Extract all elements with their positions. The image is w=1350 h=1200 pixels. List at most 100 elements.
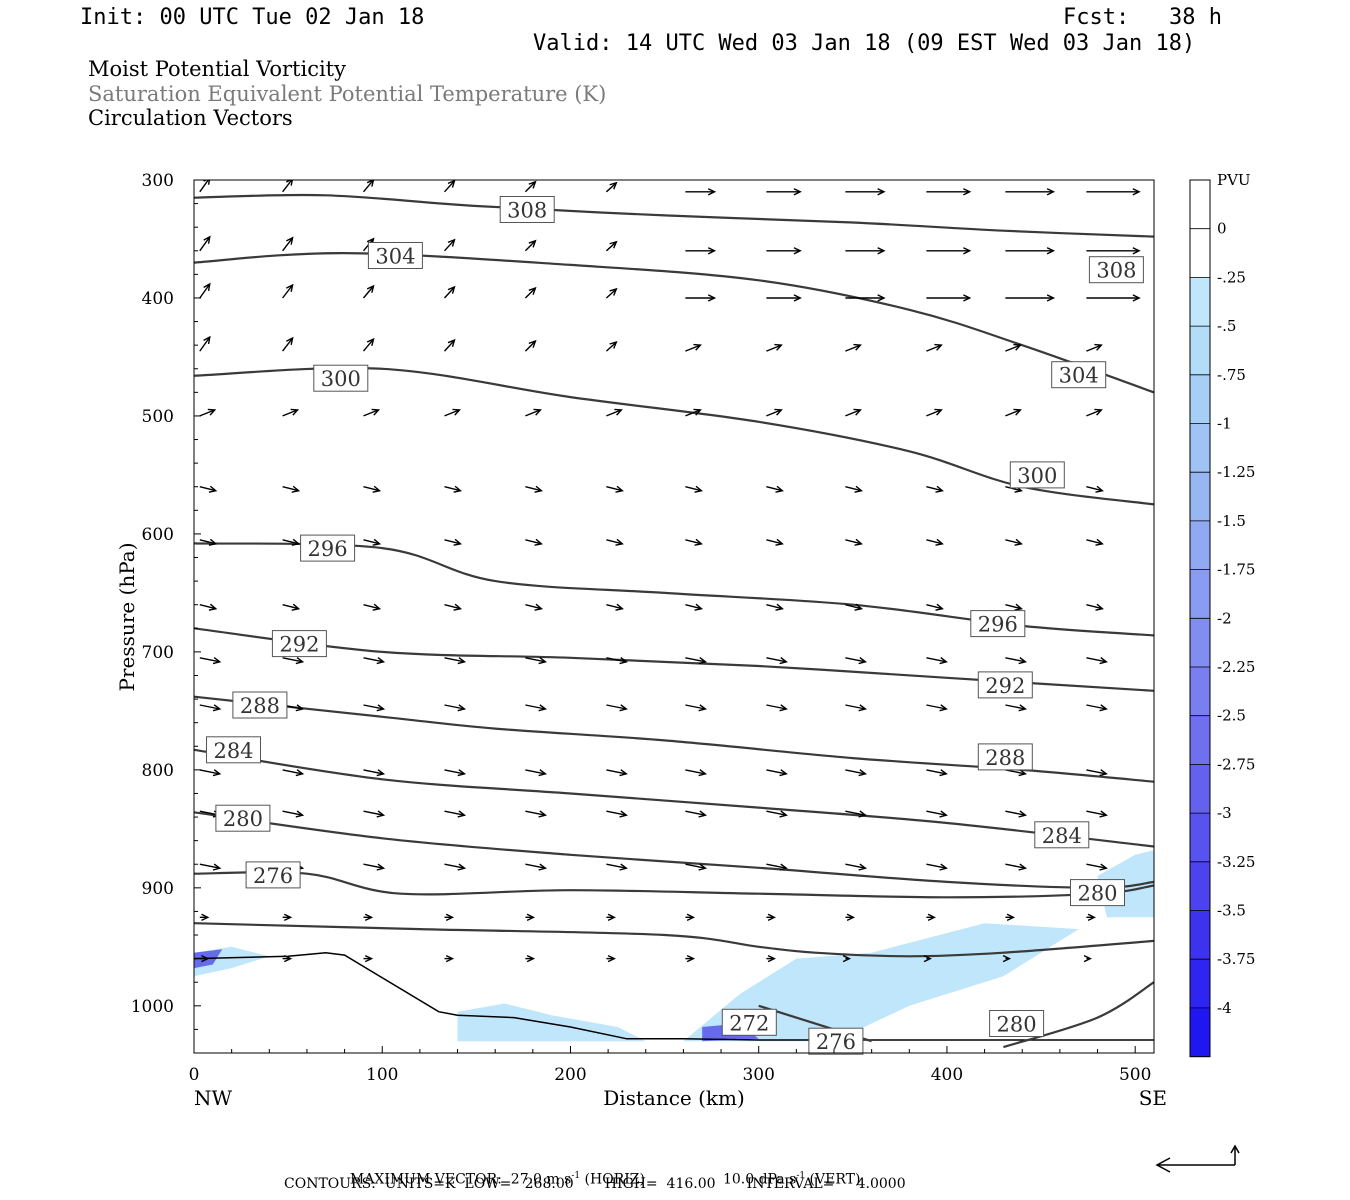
colorbar-swatch <box>1190 326 1210 376</box>
vector-arrowhead <box>694 485 703 493</box>
vector-arrow <box>606 704 627 710</box>
contour-label-box <box>977 671 1033 699</box>
contour-label-box <box>977 743 1033 771</box>
vector-arrowhead <box>1099 863 1108 871</box>
vector-arrowhead <box>1099 769 1108 777</box>
vector-arrowhead <box>286 336 294 346</box>
vector-arrow <box>363 604 380 610</box>
vector-arrow <box>363 704 384 710</box>
vector-arrow <box>1005 863 1026 869</box>
vector-arrow <box>1086 539 1103 545</box>
colorbar-units: PVU <box>1217 171 1251 189</box>
vector-arrow <box>766 769 787 775</box>
vector-arrow <box>606 486 623 492</box>
contour-label-box <box>1070 879 1125 907</box>
contour-label: 308 <box>1096 259 1136 283</box>
vector-arrowhead <box>212 769 222 777</box>
vector-arrow <box>605 288 617 299</box>
vector-arrow <box>766 863 787 869</box>
vector-arrowhead <box>1132 247 1141 255</box>
x-end-label-right: SE <box>1139 1086 1167 1110</box>
vector-arrow <box>362 285 375 299</box>
vector-arrowhead <box>858 810 867 818</box>
contour-label: 288 <box>985 746 1025 770</box>
vector-arrowhead <box>877 294 886 302</box>
vector-arrowhead <box>291 538 301 546</box>
colorbar-label: -2.25 <box>1217 658 1255 676</box>
contour-label-box <box>1009 461 1065 489</box>
mpv-region <box>683 923 1079 1042</box>
vector-arrow <box>525 810 546 816</box>
vector-arrow <box>1005 704 1026 710</box>
reference-vector-icon <box>1155 1144 1240 1173</box>
vector-arrow <box>199 863 220 869</box>
vector-arrowhead <box>207 408 217 416</box>
vector-arrowhead <box>858 863 867 871</box>
x-tick-label: 100 <box>366 1065 398 1085</box>
colorbar-swatch <box>1190 618 1210 668</box>
contour-labels: 308 308 304 304 300 300 296 296 292 292 288 288 284 2… <box>206 196 1144 1055</box>
vector-arrowhead <box>858 769 867 777</box>
footer-max-vector: MAXIMUM VECTOR: 27.0 m s-1 (HORIZ) 10.0 d… <box>349 1171 861 1188</box>
vector-arrowhead <box>853 408 862 416</box>
vector-arrowhead <box>793 188 802 196</box>
vector-arrowhead <box>457 769 467 777</box>
colorbar-label: -1.25 <box>1217 463 1255 481</box>
vector-arrowhead <box>538 657 547 665</box>
vector-arrowhead <box>201 913 210 922</box>
vector-arrowhead <box>935 485 944 493</box>
vector-arrow <box>444 604 461 610</box>
vector-arrow <box>1086 344 1102 352</box>
vector-arrowhead <box>846 913 856 922</box>
vector-arrowhead <box>371 408 381 416</box>
vector-arrow <box>606 769 627 775</box>
vector-arrowhead <box>707 188 717 196</box>
contour-label: 296 <box>308 537 348 561</box>
vector-arrow <box>1086 657 1107 663</box>
vector-arrow <box>524 181 536 193</box>
vector-arrow <box>685 704 706 710</box>
vector-arrow <box>606 657 627 663</box>
vector-arrow <box>605 182 617 193</box>
contour-272 <box>194 922 1154 958</box>
y-tick-label: 600 <box>142 525 174 545</box>
contour-label: 308 <box>507 199 547 223</box>
vector-arrowhead <box>1094 408 1103 416</box>
vector-arrowhead <box>793 247 802 255</box>
vector-arrowhead <box>286 180 294 186</box>
x-tick-label: 200 <box>554 1065 586 1085</box>
vector-arrow <box>926 769 947 775</box>
vector-arrowhead <box>1095 538 1104 546</box>
vector-arrow <box>926 539 943 545</box>
vector-arrow <box>1005 486 1022 492</box>
vector-arrowhead <box>615 485 624 493</box>
contour-label: 280 <box>223 807 263 831</box>
vector-arrow <box>1005 810 1026 816</box>
vector-arrowhead <box>775 603 784 611</box>
contour-label-box <box>721 1008 777 1036</box>
vector-arrowhead <box>457 704 467 712</box>
vector-arrowhead <box>447 338 456 347</box>
vector-arrow <box>525 863 546 869</box>
vector-arrowhead <box>291 603 301 611</box>
vector-arrowhead <box>779 863 788 871</box>
vector-arrowhead <box>615 603 624 611</box>
vector-arrowhead <box>607 954 616 963</box>
vector-arrow <box>926 863 947 869</box>
y-axis-label: Pressure (hPa) <box>115 543 139 692</box>
vector-arrow <box>1005 769 1026 775</box>
vector-arrow <box>1005 344 1021 352</box>
contour-label-box <box>215 804 271 832</box>
vector-arrow <box>444 539 461 545</box>
vector-arrowhead <box>212 657 222 665</box>
vector-arrowhead <box>609 287 618 296</box>
vector-arrowhead <box>1046 294 1056 302</box>
vector-arrow <box>1086 486 1103 492</box>
vector-arrowhead <box>854 485 863 493</box>
vector-arrowhead <box>538 810 547 818</box>
vector-arrow <box>606 863 627 869</box>
vector-arrow <box>606 604 623 610</box>
vector-arrowhead <box>775 485 784 493</box>
vector-arrow <box>199 409 216 417</box>
vector-arrow <box>444 769 465 775</box>
